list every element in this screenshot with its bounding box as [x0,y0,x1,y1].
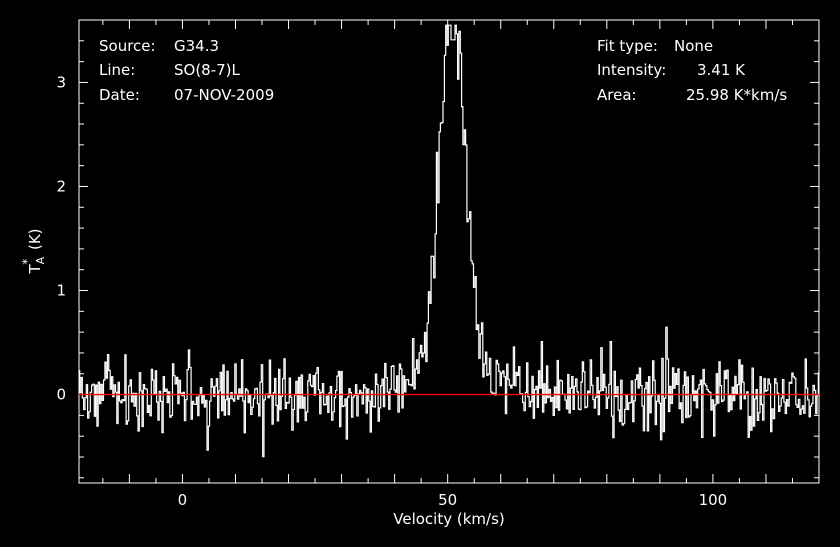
info-intensity-value: 3.41 K [697,61,746,79]
y-axis-label-sub: A [34,256,47,264]
y-tick-label: 2 [56,177,66,195]
info-left-block: Source: G34.3 Line: SO(8-7)L Date: 07-NO… [99,37,274,104]
x-tick-label: 50 [438,491,457,509]
y-axis-label-t: T [26,264,44,275]
plot-frame [78,19,820,484]
y-tick-label: 0 [56,386,66,404]
info-fit-key: Fit type: [597,37,658,55]
y-tick-label: 1 [56,282,66,300]
x-tick-label: 100 [699,491,728,509]
x-tick-label: 0 [178,491,188,509]
info-line-value: SO(8-7)L [174,61,241,79]
info-source-key: Source: [99,37,156,55]
y-axis-label-unit: (K) [26,228,44,254]
spectrum-line [78,24,820,458]
info-date-value: 07-NOV-2009 [174,86,274,104]
x-axis-ticks: 0 50 100 [102,20,820,509]
info-area-value: 25.98 K*km/s [686,86,787,104]
info-source-value: G34.3 [174,37,219,55]
info-line-key: Line: [99,61,135,79]
info-fit-value: None [674,37,713,55]
info-area-key: Area: [597,86,637,104]
info-intensity-key: Intensity: [597,61,666,79]
svg-text:TA* (K): TA* (K) [20,228,47,274]
y-axis-label-sup: * [20,259,34,265]
info-right-block: Fit type: None Intensity: 3.41 K Area: 2… [597,37,787,104]
info-date-key: Date: [99,86,140,104]
y-axis-label: TA* (K) [20,228,47,274]
x-axis-label: Velocity (km/s) [393,510,504,528]
y-tick-label: 3 [56,73,66,91]
